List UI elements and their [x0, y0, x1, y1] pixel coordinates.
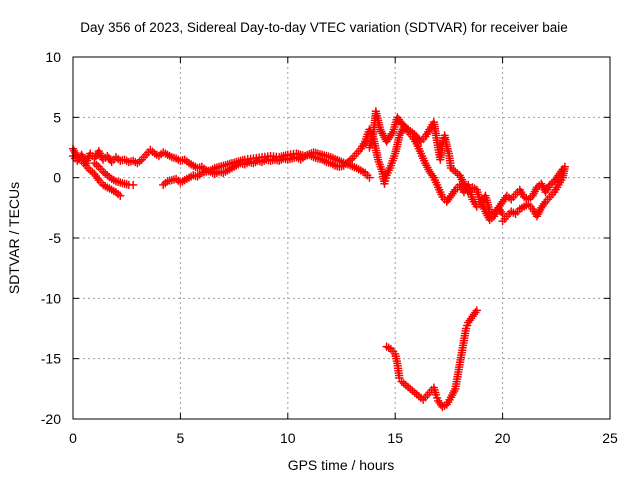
- data-point-marker: [116, 191, 125, 201]
- data-point-marker: [560, 162, 570, 172]
- data-point-marker: [365, 173, 374, 182]
- y-tick-label: 0: [53, 170, 61, 186]
- y-axis-label: SDTVAR / TECUs: [6, 182, 22, 294]
- x-axis-label: GPS time / hours: [288, 457, 395, 473]
- y-tick-label: -5: [49, 230, 62, 246]
- y-tick-label: 5: [53, 109, 61, 125]
- grid-lines: [73, 57, 610, 419]
- data-markers: [68, 107, 570, 412]
- data-point-marker: [472, 306, 482, 315]
- data-point-marker: [128, 180, 138, 190]
- x-tick-label: 0: [69, 430, 77, 446]
- chart-title: Day 356 of 2023, Sidereal Day-to-day VTE…: [80, 20, 567, 35]
- y-tick-label: -20: [41, 411, 61, 427]
- x-tick-label: 10: [280, 430, 296, 446]
- x-tick-label: 25: [602, 430, 618, 446]
- y-tick-label: -15: [41, 351, 61, 367]
- axis-ticks: 0 5 10 15 20 25 10 5 0 -5 -10 -15 -20: [41, 49, 618, 446]
- y-tick-label: 10: [45, 49, 61, 65]
- y-tick-label: -10: [41, 290, 61, 306]
- x-tick-label: 20: [495, 430, 511, 446]
- x-tick-label: 15: [387, 430, 403, 446]
- x-tick-label: 5: [177, 430, 185, 446]
